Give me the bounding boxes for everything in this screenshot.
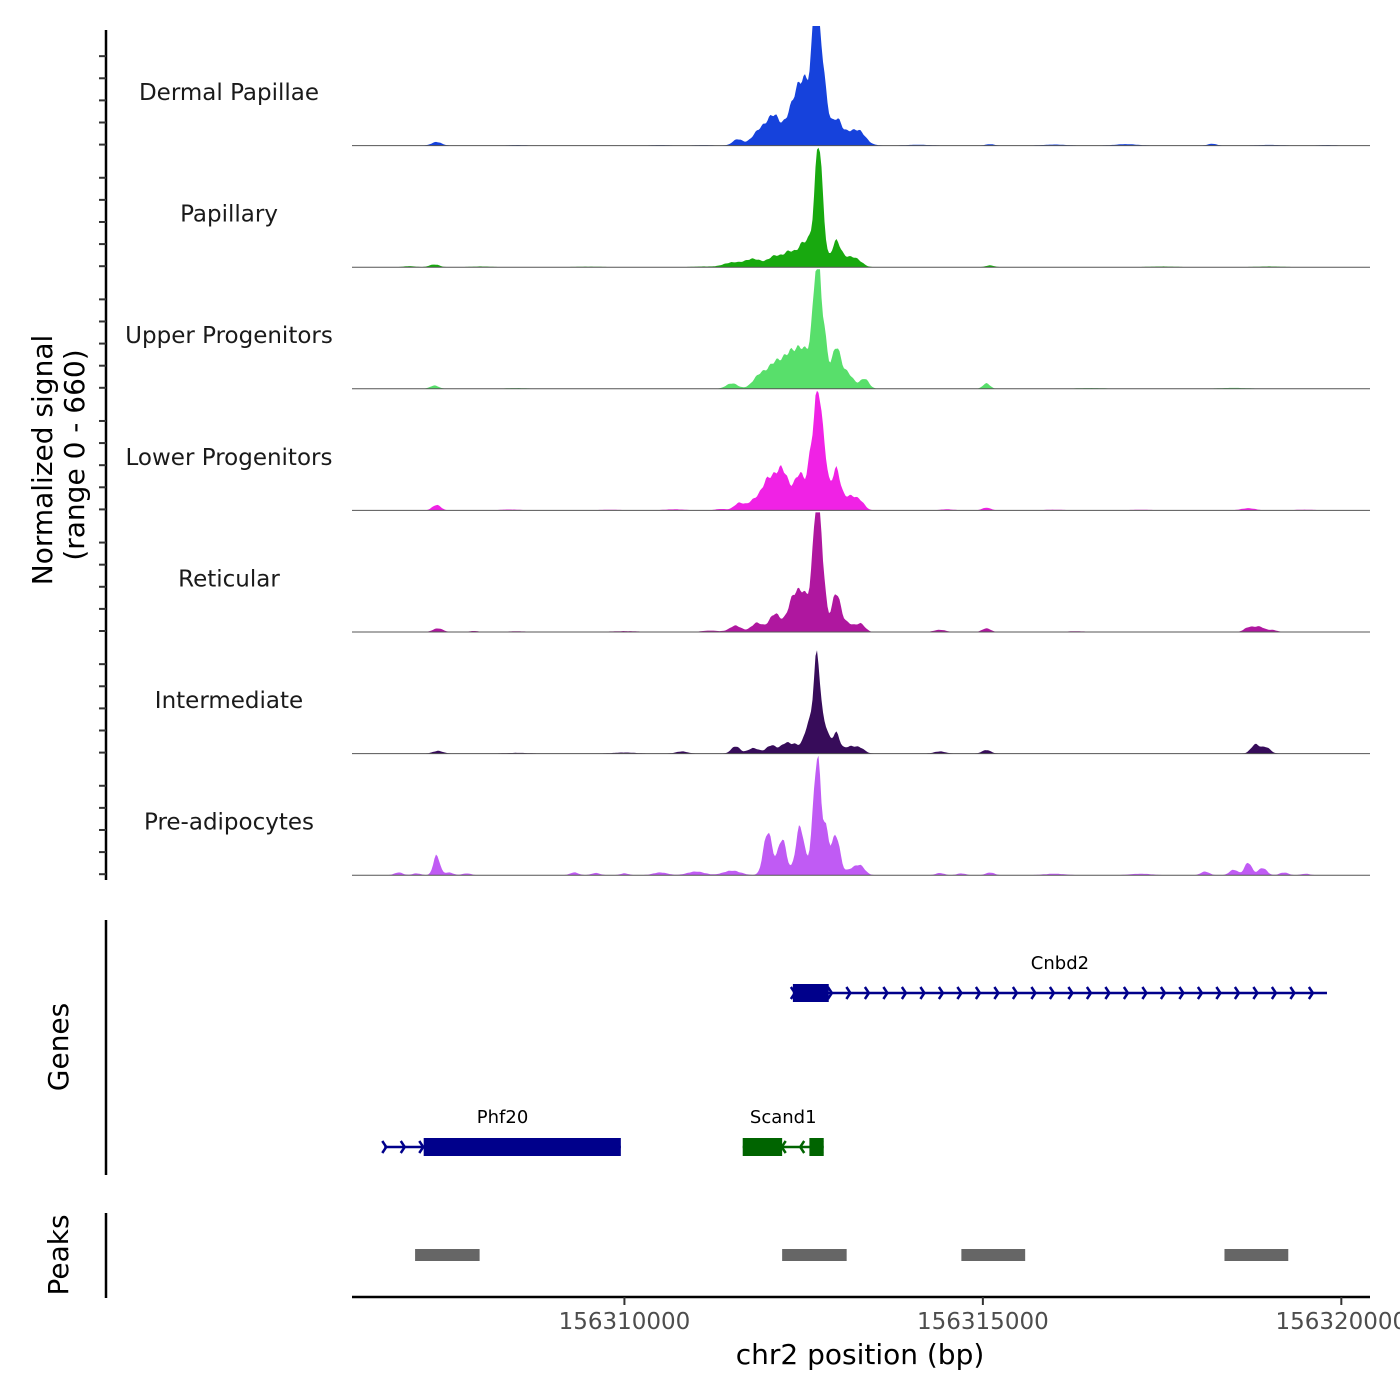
strand-chevron xyxy=(845,986,852,1000)
strand-chevron xyxy=(956,986,963,1000)
strand-chevron xyxy=(1011,986,1019,1000)
strand-chevron xyxy=(381,1140,388,1154)
x-axis-ticks: 156310000 156315000 156320000 xyxy=(559,1297,1400,1335)
strand-chevron xyxy=(937,986,945,1000)
signal-area xyxy=(352,390,1370,511)
track-label: Pre-adipocytes xyxy=(144,810,314,836)
strand-chevron xyxy=(882,986,889,1000)
signal-area xyxy=(352,26,1370,146)
strand-chevron xyxy=(1030,986,1037,1000)
strand-chevron xyxy=(1067,986,1074,1000)
strand-chevron xyxy=(1270,986,1278,1000)
x-axis-title: chr2 position (bp) xyxy=(736,1338,985,1371)
peak-region xyxy=(961,1249,1026,1261)
strand-chevron xyxy=(1215,986,1222,1000)
gene-exon xyxy=(423,1138,621,1156)
track-papillary: Papillary xyxy=(180,147,1370,268)
track-label: Intermediate xyxy=(155,688,303,714)
y-axis-title-line1: Normalized signal xyxy=(26,335,59,586)
strand-chevron xyxy=(900,986,908,1000)
gene-exon xyxy=(742,1138,783,1156)
strand-chevron xyxy=(1196,986,1204,1000)
strand-chevron xyxy=(399,1140,407,1154)
strand-chevron xyxy=(1307,986,1315,1000)
track-label: Dermal Papillae xyxy=(139,80,319,106)
track-label: Lower Progenitors xyxy=(126,445,333,471)
x-tick-label: 156315000 xyxy=(917,1309,1049,1335)
strand-chevron xyxy=(1252,986,1259,1000)
signal-area xyxy=(352,512,1370,632)
y-axis-title-line2: (range 0 - 660) xyxy=(58,349,91,560)
genes-track-label: Genes xyxy=(42,1003,75,1091)
strand-chevron xyxy=(1048,986,1056,1000)
gene-label: Phf20 xyxy=(477,1107,529,1128)
strand-chevron xyxy=(1085,986,1093,1000)
coverage-y-ticks xyxy=(99,55,106,876)
gene-phf20: Phf20 xyxy=(381,1107,621,1156)
peaks-track-label: Peaks xyxy=(42,1214,75,1295)
track-upper-progenitors: Upper Progenitors xyxy=(125,269,1370,390)
strand-chevron xyxy=(798,1140,806,1154)
signal-area xyxy=(352,269,1370,389)
strand-chevron xyxy=(1159,986,1167,1000)
strand-chevron xyxy=(993,986,1000,1000)
gene-scand1: Scand1 xyxy=(742,1107,824,1156)
x-tick-label: 156320000 xyxy=(1275,1309,1400,1335)
strand-chevron xyxy=(826,986,834,1000)
peak-region xyxy=(782,1249,847,1261)
strand-chevron xyxy=(1178,986,1185,1000)
track-lower-progenitors: Lower Progenitors xyxy=(126,390,1370,511)
strand-chevron xyxy=(1104,986,1111,1000)
strand-chevron xyxy=(863,986,871,1000)
coverage-tracks: Dermal Papillae Papillary Upper Progenitor… xyxy=(125,26,1370,876)
track-label: Papillary xyxy=(180,202,278,228)
gene-exon xyxy=(809,1138,824,1156)
track-label: Upper Progenitors xyxy=(125,323,333,349)
genes-panel: Cnbd2 Phf20 Scand1 xyxy=(381,953,1327,1156)
track-label: Reticular xyxy=(178,566,280,592)
strand-chevron xyxy=(1122,986,1130,1000)
strand-chevron xyxy=(1141,986,1148,1000)
track-reticular: Reticular xyxy=(178,512,1370,633)
signal-area xyxy=(352,650,1370,754)
peak-region xyxy=(1224,1249,1289,1261)
strand-chevron xyxy=(919,986,926,1000)
peak-region xyxy=(415,1249,480,1261)
strand-chevron xyxy=(1289,986,1296,1000)
track-dermal-papillae: Dermal Papillae xyxy=(139,26,1370,147)
strand-chevron xyxy=(418,1140,425,1154)
gene-exon xyxy=(792,984,829,1002)
track-intermediate: Intermediate xyxy=(155,650,1370,755)
gene-label: Cnbd2 xyxy=(1031,953,1089,974)
track-pre-adipocytes: Pre-adipocytes xyxy=(144,755,1370,876)
gene-label: Scand1 xyxy=(750,1107,817,1128)
peaks-panel xyxy=(415,1249,1289,1261)
signal-area xyxy=(352,755,1370,876)
signal-area xyxy=(352,147,1370,268)
strand-chevron xyxy=(974,986,982,1000)
x-tick-label: 156310000 xyxy=(559,1309,691,1335)
gene-cnbd2: Cnbd2 xyxy=(789,953,1327,1002)
strand-chevron xyxy=(1233,986,1241,1000)
